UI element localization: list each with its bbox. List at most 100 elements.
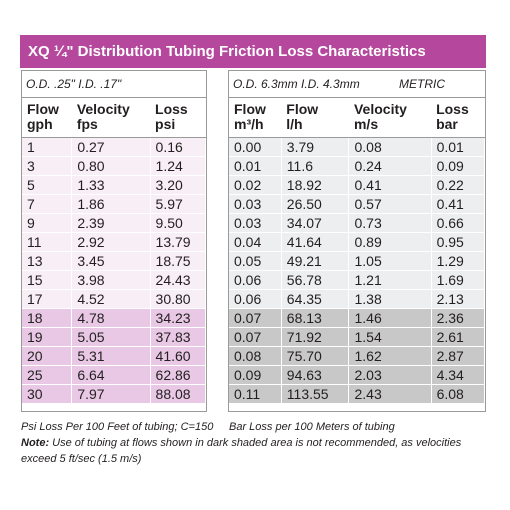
unit: fps <box>76 116 98 132</box>
header-name: Velocity <box>353 101 407 117</box>
caption-wrap: O.D. 6.3mm I.D. 4.3mm METRIC <box>229 71 485 98</box>
cell: 4.52 <box>71 289 151 309</box>
row: 19 5.05 37.83 <box>22 327 207 347</box>
row: 7 1.86 5.97 <box>22 194 207 214</box>
cell: 2.36 <box>431 308 486 328</box>
note-label: Note: <box>21 437 50 449</box>
cell: 18.92 <box>281 175 350 195</box>
cell: 1.62 <box>348 346 432 366</box>
cell: 5.31 <box>71 346 151 366</box>
cell: 0.09 <box>431 156 486 176</box>
row: 20 5.31 41.60 <box>22 346 207 366</box>
cell: 17 <box>22 289 73 309</box>
header-name: Flow <box>234 101 266 117</box>
cell: 0.08 <box>348 137 432 157</box>
cell: 64.35 <box>281 289 350 309</box>
cell: 1 <box>22 137 73 157</box>
row: 0.01 11.6 0.24 0.09 <box>229 156 486 176</box>
cell: 0.16 <box>150 137 207 157</box>
cell: 0.80 <box>71 156 151 176</box>
cell: 3.45 <box>71 251 151 271</box>
cell: 34.07 <box>281 213 350 233</box>
cell: 1.54 <box>348 327 432 347</box>
cell: 9.50 <box>150 213 207 233</box>
row: 9 2.39 9.50 <box>22 213 207 233</box>
cell: 37.83 <box>150 327 207 347</box>
row: 1 0.27 0.16 <box>22 137 207 157</box>
row: 3 0.80 1.24 <box>22 156 207 176</box>
cell: 0.07 <box>229 308 282 328</box>
row: 30 7.97 88.08 <box>22 384 207 404</box>
cell: 1.38 <box>348 289 432 309</box>
header-name: Velocity <box>76 101 130 117</box>
cell: 0.89 <box>348 232 432 252</box>
column-header: Flow gph <box>22 98 72 138</box>
cell: 2.87 <box>431 346 486 366</box>
column-header: Loss psi <box>150 98 206 138</box>
cell: 25 <box>22 365 73 385</box>
cell: 5 <box>22 175 73 195</box>
unit: m³/h <box>234 116 264 132</box>
cell: 75.70 <box>281 346 350 366</box>
row: 0.07 71.92 1.54 2.61 <box>229 327 486 347</box>
cell: 0.41 <box>431 194 486 214</box>
cell: 2.92 <box>71 232 151 252</box>
bar-note: Bar Loss per 100 Meters of tubing <box>229 421 395 433</box>
header-name: Flow <box>27 101 59 117</box>
metric-label: METRIC <box>399 77 445 91</box>
cell: 0.04 <box>229 232 282 252</box>
imperial-table: Flow gph Velocity fps Loss psi 1 0.27 0.16 3 0.80 1… <box>22 98 207 404</box>
cell: 1.46 <box>348 308 432 328</box>
cell: 5.97 <box>150 194 207 214</box>
column-header: Flow l/h <box>281 98 349 138</box>
row: 0.06 64.35 1.38 2.13 <box>229 289 486 309</box>
cell: 3.20 <box>150 175 207 195</box>
row: 0.05 49.21 1.05 1.29 <box>229 251 486 271</box>
unit: psi <box>155 116 176 132</box>
cell: 71.92 <box>281 327 350 347</box>
row: 25 6.64 62.86 <box>22 365 207 385</box>
cell: 2.13 <box>431 289 486 309</box>
cell: 9 <box>22 213 73 233</box>
cell: 0.66 <box>431 213 486 233</box>
row: 0.03 34.07 0.73 0.66 <box>229 213 486 233</box>
cell: 0.11 <box>229 384 282 404</box>
cell: 0.03 <box>229 194 282 214</box>
cell: 1.24 <box>150 156 207 176</box>
cell: 0.01 <box>431 137 486 157</box>
metric-table: Flow m³/h Flow l/h Velocity m/s Loss bar 0.00 3.7… <box>229 98 486 404</box>
notes: Psi Loss Per 100 Feet of tubing; C=150 B… <box>21 419 491 467</box>
unit: bar <box>436 116 458 132</box>
unit: l/h <box>286 116 303 132</box>
cell: 34.23 <box>150 308 207 328</box>
column-header: Loss bar <box>431 98 485 138</box>
cell: 15 <box>22 270 73 290</box>
imperial-panel: O.D. .25" I.D. .17" Flow gph Velocity fps Lo… <box>21 70 207 412</box>
cell: 0.27 <box>71 137 151 157</box>
cell: 18.75 <box>150 251 207 271</box>
row: 13 3.45 18.75 <box>22 251 207 271</box>
cell: 2.03 <box>348 365 432 385</box>
row: 0.08 75.70 1.62 2.87 <box>229 346 486 366</box>
header-name: Flow <box>286 101 319 117</box>
cell: 6.08 <box>431 384 486 404</box>
cell: 0.41 <box>348 175 432 195</box>
cell: 0.07 <box>229 327 282 347</box>
cell: 0.06 <box>229 270 282 290</box>
cell: 0.22 <box>431 175 486 195</box>
row: 0.07 68.13 1.46 2.36 <box>229 308 486 328</box>
cell: 2.39 <box>71 213 151 233</box>
cell: 13 <box>22 251 73 271</box>
row: 0.04 41.64 0.89 0.95 <box>229 232 486 252</box>
cell: 0.95 <box>431 232 486 252</box>
row: 0.03 26.50 0.57 0.41 <box>229 194 486 214</box>
cell: 1.29 <box>431 251 486 271</box>
row: 11 2.92 13.79 <box>22 232 207 252</box>
header-name: Loss <box>436 101 469 117</box>
caption: O.D. .25" I.D. .17" <box>22 71 206 98</box>
unit: m/s <box>353 116 379 132</box>
cell: 0.57 <box>348 194 432 214</box>
cell: 0.02 <box>229 175 282 195</box>
cell: 2.43 <box>348 384 432 404</box>
